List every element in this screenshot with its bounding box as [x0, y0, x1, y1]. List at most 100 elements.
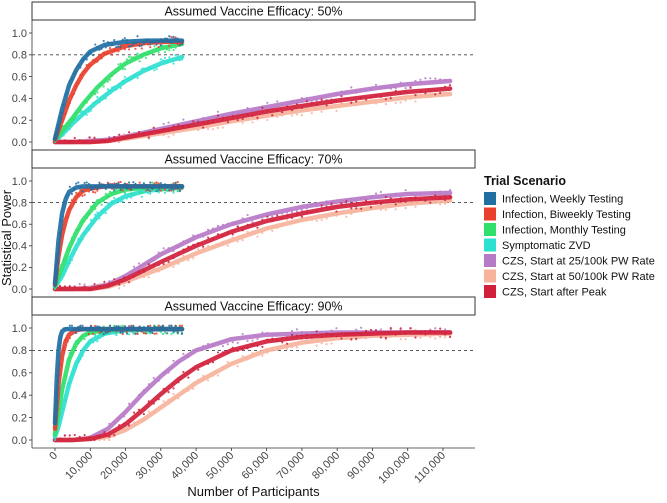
- data-point: [140, 44, 143, 47]
- data-point: [119, 180, 122, 184]
- data-point: [100, 333, 103, 336]
- data-point: [176, 181, 179, 184]
- data-point: [119, 46, 122, 49]
- data-point: [87, 332, 90, 336]
- data-point: [63, 434, 66, 437]
- data-point: [75, 182, 78, 185]
- data-point: [414, 100, 417, 103]
- y-tick-label: 0.2: [12, 115, 27, 127]
- data-point: [83, 283, 86, 287]
- data-point: [113, 189, 116, 192]
- data-point: [231, 341, 234, 344]
- data-point: [119, 188, 122, 192]
- data-point: [320, 342, 323, 345]
- data-point: [130, 192, 133, 195]
- data-point: [182, 118, 185, 121]
- data-point: [108, 46, 112, 50]
- data-point: [127, 55, 131, 59]
- data-point: [206, 127, 210, 130]
- data-point: [320, 218, 323, 222]
- data-point: [98, 283, 101, 286]
- data-point: [157, 324, 160, 327]
- data-point: [136, 52, 139, 55]
- data-point: [68, 285, 71, 288]
- data-point: [149, 192, 152, 195]
- data-point: [70, 324, 74, 327]
- data-point: [155, 181, 158, 184]
- data-point: [161, 332, 165, 336]
- data-point: [429, 77, 432, 80]
- data-point: [241, 121, 244, 125]
- data-point: [394, 208, 397, 211]
- data-point: [419, 336, 422, 339]
- data-point: [142, 332, 145, 335]
- data-point: [434, 93, 437, 96]
- data-point: [96, 96, 99, 99]
- data-point: [389, 327, 392, 330]
- data-point: [226, 343, 229, 346]
- data-point: [216, 114, 220, 117]
- data-point: [176, 189, 179, 192]
- data-point: [163, 51, 167, 54]
- data-point: [226, 360, 229, 364]
- series-line: [52, 326, 185, 426]
- data-point: [163, 191, 167, 194]
- legend-title: Trial Scenario: [484, 174, 566, 188]
- data-point: [414, 94, 417, 97]
- data-point: [157, 51, 160, 54]
- data-point: [172, 133, 175, 136]
- data-point: [98, 331, 101, 334]
- data-point: [320, 110, 323, 113]
- data-point: [152, 126, 155, 129]
- data-point: [444, 202, 447, 205]
- y-tick-label: 0.4: [12, 93, 27, 105]
- data-point: [168, 35, 171, 38]
- data-point: [121, 200, 124, 203]
- data-point: [123, 132, 126, 136]
- data-point: [379, 328, 383, 331]
- legend-items: Infection, Weekly Testing Infection, Biwe…: [484, 192, 655, 299]
- data-point: [108, 438, 111, 442]
- data-point: [91, 190, 95, 194]
- data-point: [162, 400, 165, 403]
- data-point: [147, 263, 150, 266]
- data-point: [300, 114, 304, 117]
- data-point: [439, 327, 442, 330]
- data-point: [113, 278, 116, 281]
- panel-1-title: Assumed Vaccine Efficacy: 50%: [164, 5, 342, 19]
- data-point: [144, 56, 148, 60]
- data-point: [206, 379, 210, 382]
- data-point: [88, 136, 91, 139]
- data-point: [404, 338, 407, 341]
- legend-label: CZS, Start at 25/100k PW Rate: [502, 256, 655, 268]
- data-point: [197, 368, 200, 371]
- data-point: [138, 181, 141, 184]
- data-point: [96, 91, 99, 94]
- data-point: [221, 345, 224, 348]
- data-point: [187, 259, 190, 262]
- data-point: [149, 190, 152, 193]
- data-point: [136, 332, 139, 335]
- legend: Trial Scenario Infection, Weekly Testing…: [484, 174, 655, 299]
- data-point: [170, 36, 173, 39]
- data-point: [325, 217, 328, 220]
- data-point: [251, 339, 254, 342]
- panel-2: Assumed Vaccine Efficacy: 70% 0.00.20.40…: [12, 149, 476, 297]
- data-point: [161, 188, 165, 192]
- data-point: [172, 62, 175, 65]
- y-tick-label: 0.0: [12, 137, 27, 149]
- panel-2-y-ticks: 0.0 0.2 0.4 0.6 0.8 1.0: [12, 176, 32, 296]
- data-point: [439, 91, 442, 95]
- data-point: [178, 44, 181, 47]
- data-point: [113, 39, 116, 42]
- data-point: [102, 333, 105, 336]
- data-point: [130, 324, 133, 327]
- data-point: [100, 203, 103, 206]
- data-point: [136, 76, 139, 80]
- data-point: [172, 387, 175, 390]
- data-point: [350, 86, 353, 89]
- data-point: [172, 182, 175, 185]
- y-tick-label: 0.6: [12, 219, 27, 231]
- data-point: [374, 329, 378, 332]
- data-point: [151, 331, 154, 335]
